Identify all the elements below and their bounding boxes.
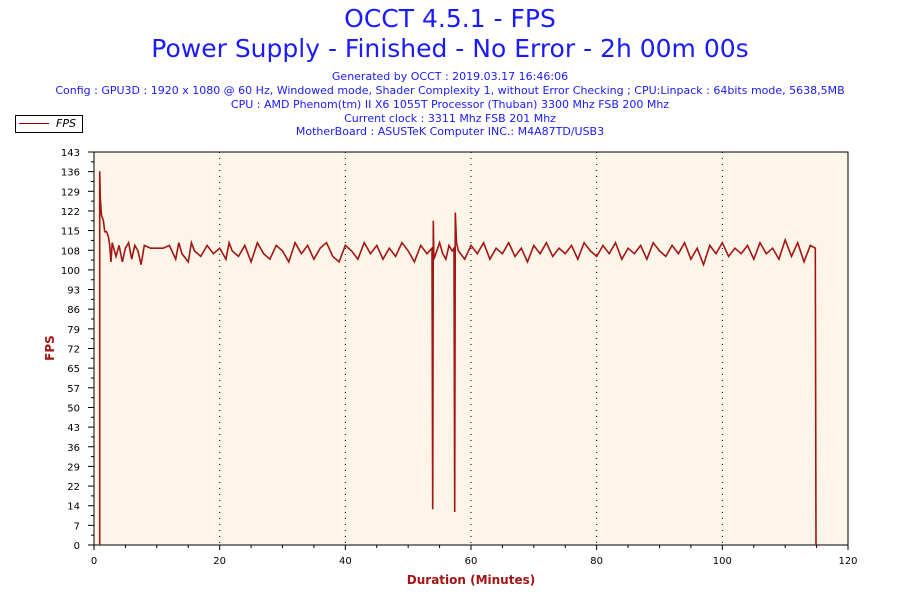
y-tick-label: 22: [67, 482, 80, 493]
y-tick-label: 0: [74, 541, 80, 552]
x-tick-label: 40: [339, 556, 352, 567]
y-tick-label: 93: [67, 286, 80, 297]
x-tick-label: 100: [713, 556, 732, 567]
x-tick-label: 60: [465, 556, 478, 567]
chart-title: OCCT 4.5.1 - FPS: [344, 4, 556, 33]
y-tick-label: 108: [61, 246, 80, 257]
y-tick-label: 50: [67, 403, 80, 414]
y-tick-label: 43: [67, 423, 80, 434]
clock-info: Current clock : 3311 Mhz FSB 201 Mhz: [344, 112, 556, 125]
series-line-fps: [98, 171, 817, 546]
y-tick-label: 122: [61, 207, 80, 218]
legend-line-swatch: [19, 123, 49, 124]
y-tick-label: 72: [67, 345, 80, 356]
x-tick-label: 80: [590, 556, 603, 567]
plot-area: [93, 151, 849, 546]
y-tick-label: 14: [67, 502, 80, 513]
x-tick-label: 120: [838, 556, 857, 567]
y-tick-label: 100: [61, 266, 80, 277]
x-tick-label: 0: [91, 556, 97, 567]
motherboard-info: MotherBoard : ASUSTeK Computer INC.: M4A…: [295, 125, 605, 138]
y-tick-label: 65: [67, 364, 80, 375]
chart-subtitle: Power Supply - Finished - No Error - 2h …: [151, 34, 749, 63]
x-tick-label: 20: [213, 556, 226, 567]
y-tick-label: 136: [61, 168, 80, 179]
config-info: Config : GPU3D : 1920 x 1080 @ 60 Hz, Wi…: [55, 84, 845, 97]
cpu-info: CPU : AMD Phenom(tm) II X6 1055T Process…: [230, 98, 670, 111]
y-tick-label: 86: [67, 305, 80, 316]
legend: FPS: [15, 115, 83, 133]
y-tick-label: 143: [61, 148, 80, 159]
y-tick-label: 79: [67, 325, 80, 336]
y-tick-label: 7: [74, 521, 80, 532]
y-tick-label: 129: [61, 187, 80, 198]
y-tick-label: 115: [61, 227, 80, 238]
legend-label: FPS: [56, 117, 76, 130]
y-axis-label: FPS: [43, 335, 57, 361]
x-axis-label: Duration (Minutes): [407, 573, 535, 587]
y-tick-label: 29: [67, 462, 80, 473]
y-tick-label: 57: [67, 384, 80, 395]
generated-info: Generated by OCCT : 2019.03.17 16:46:06: [331, 70, 569, 83]
y-tick-label: 36: [67, 443, 80, 454]
